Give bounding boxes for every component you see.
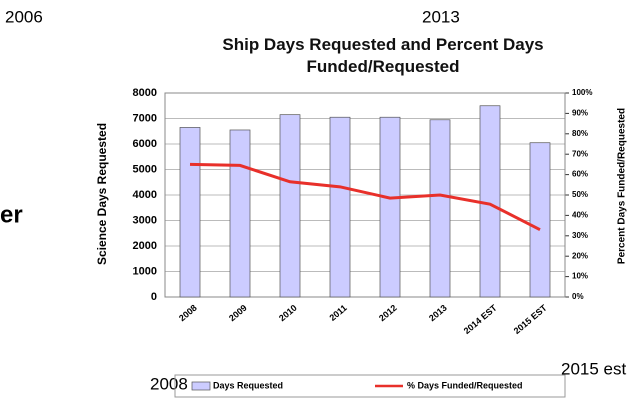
y2-axis-label: Percent Days Funded/Requested (617, 108, 628, 264)
y2-tick-label: 0% (572, 292, 584, 301)
annotation: er (0, 201, 23, 228)
y2-tick-label: 80% (572, 129, 588, 138)
y2-tick-label: 60% (572, 170, 588, 179)
annotation: 2013 (422, 7, 460, 26)
y-tick-label: 1000 (133, 265, 157, 277)
y-tick-label: 3000 (133, 214, 157, 226)
legend-label: Days Requested (213, 380, 283, 390)
x-tick-label: 2011 (327, 303, 348, 323)
x-tick-label: 2013 (427, 303, 449, 324)
x-tick-label: 2010 (277, 303, 299, 324)
y-tick-label: 6000 (133, 138, 157, 150)
annotation: 2006 (5, 7, 43, 26)
x-tick-label: 2009 (227, 303, 249, 324)
legend-swatch (191, 381, 211, 391)
y2-tick-label: 90% (572, 109, 588, 118)
line (189, 162, 541, 232)
y-tick-label: 5000 (133, 163, 157, 175)
y-tick-label: 4000 (133, 189, 157, 201)
y2-tick-label: 10% (572, 272, 588, 281)
legend-label: % Days Funded/Requested (407, 380, 523, 390)
bar (429, 119, 451, 298)
y2-tick-label: 20% (572, 251, 588, 260)
y2-tick-label: 100% (572, 88, 592, 97)
y2-tick-label: 50% (572, 190, 588, 199)
y2-tick-label: 40% (572, 211, 588, 220)
bar (379, 116, 401, 298)
bar (229, 129, 251, 298)
x-tick-label: 2008 (177, 303, 199, 324)
annotation: 2015 est (561, 359, 626, 378)
y2-tick-label: 70% (572, 149, 588, 158)
plot-frame (164, 92, 566, 298)
chart-title: Ship Days Requested and Percent Days Fun… (222, 35, 544, 76)
y2-tick-label: 30% (572, 231, 588, 240)
bar (529, 142, 551, 298)
bar (329, 116, 351, 298)
y-tick-label: 7000 (133, 112, 157, 124)
y-tick-label: 0 (151, 291, 157, 303)
annotation: 2008 (150, 374, 188, 393)
y-axis-label: Science Days Requested (95, 123, 109, 265)
y-tick-label: 8000 (133, 87, 157, 99)
x-tick-label: 2015 EST (512, 302, 549, 336)
y-tick-label: 2000 (133, 240, 157, 252)
bar (279, 114, 301, 298)
x-tick-label: 2014 EST (462, 302, 499, 336)
legend-box (174, 374, 566, 398)
x-tick-label: 2012 (377, 303, 399, 324)
bar (179, 127, 201, 298)
